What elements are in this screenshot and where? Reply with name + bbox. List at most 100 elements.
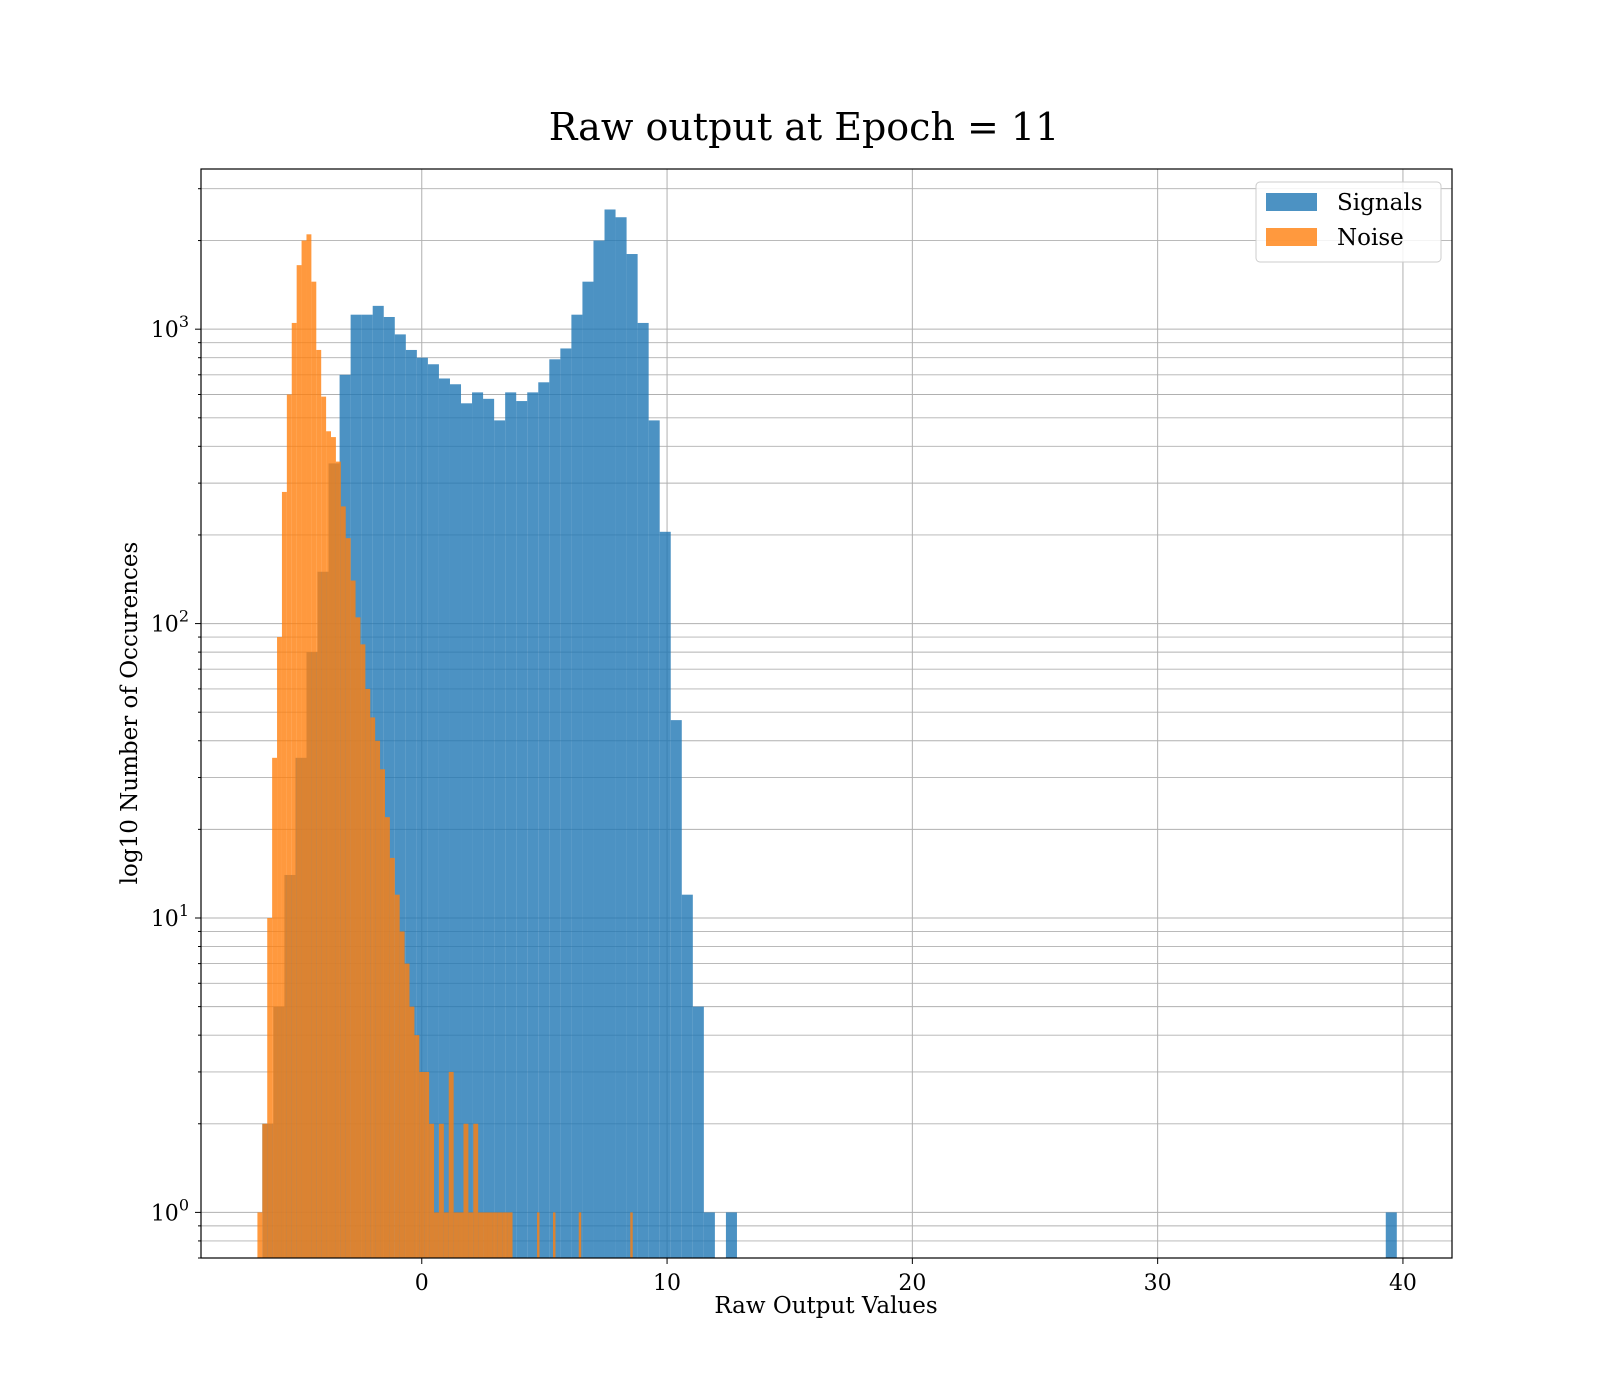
noise-bar xyxy=(291,322,297,1258)
noise-bar xyxy=(552,1212,556,1258)
noise-bar xyxy=(448,1071,454,1258)
noise-bar xyxy=(492,1212,498,1258)
legend-swatch-noise xyxy=(1266,228,1317,246)
x-axis-label: Raw Output Values xyxy=(714,1293,937,1319)
noise-bar xyxy=(286,394,292,1258)
noise-bar xyxy=(473,1123,479,1258)
noise-bar xyxy=(399,931,405,1258)
y-axis-label: log10 Number of Occurences xyxy=(117,542,143,885)
noise-bar xyxy=(262,1123,268,1258)
noise-bar xyxy=(296,265,302,1258)
bars xyxy=(257,209,1397,1259)
noise-bar xyxy=(409,1006,415,1258)
y-tick-label: 101 xyxy=(151,901,189,932)
signal-bar xyxy=(527,392,539,1258)
x-tick-label: 20 xyxy=(898,1271,926,1296)
signal-bar xyxy=(593,240,605,1258)
noise-bar xyxy=(257,1212,263,1258)
signal-bar xyxy=(703,1212,715,1258)
noise-bar xyxy=(630,1212,633,1258)
noise-bar xyxy=(355,617,361,1258)
signal-bar xyxy=(516,401,528,1258)
signal-bar xyxy=(483,398,495,1259)
signal-bar xyxy=(472,392,484,1258)
noise-bar xyxy=(487,1212,493,1258)
signal-bar xyxy=(449,384,462,1258)
signal-bar xyxy=(681,894,693,1258)
noise-bar xyxy=(468,1212,474,1258)
signal-bar xyxy=(383,316,395,1258)
noise-bar xyxy=(502,1212,508,1258)
signal-bar xyxy=(604,209,616,1259)
noise-bar xyxy=(301,240,307,1258)
signal-bar xyxy=(582,281,594,1258)
x-axis: 0 10 20 30 40 xyxy=(415,1258,1417,1296)
noise-bar xyxy=(453,1212,459,1258)
signal-bar xyxy=(615,217,627,1258)
noise-bar xyxy=(394,894,400,1258)
y-tick-label: 102 xyxy=(151,607,189,638)
signal-bar xyxy=(560,348,572,1258)
noise-bar xyxy=(360,644,366,1258)
noise-bar xyxy=(419,1071,425,1258)
signal-bar xyxy=(692,1006,704,1258)
y-axis: 100 101 102 103 xyxy=(151,188,201,1259)
signal-bar xyxy=(626,254,638,1259)
noise-bar xyxy=(311,281,317,1258)
noise-bar xyxy=(340,506,346,1259)
noise-bar xyxy=(321,396,327,1258)
noise-bar xyxy=(458,1212,464,1258)
legend: Signals Noise xyxy=(1255,181,1442,263)
signal-bar xyxy=(725,1212,737,1258)
noise-bar xyxy=(483,1212,488,1258)
signal-bar xyxy=(571,314,583,1258)
noise-bar xyxy=(380,769,385,1258)
x-tick-label: 0 xyxy=(415,1271,429,1296)
signal-bar xyxy=(427,364,439,1259)
signal-bar xyxy=(461,403,473,1258)
signal-bar xyxy=(438,378,450,1258)
x-tick-label: 40 xyxy=(1389,1271,1417,1296)
y-tick-label: 103 xyxy=(151,312,189,343)
legend-swatch-signals xyxy=(1266,193,1317,211)
noise-bar xyxy=(331,437,336,1258)
noise-bar xyxy=(424,1071,430,1258)
noise-bar xyxy=(272,757,278,1258)
noise-bar xyxy=(281,491,287,1258)
noise-bar xyxy=(434,1212,439,1258)
noise-bar xyxy=(389,857,395,1258)
noise-bar xyxy=(404,963,410,1258)
noise-bar xyxy=(443,1212,449,1258)
noise-bar xyxy=(335,461,341,1258)
noise-bar xyxy=(326,431,332,1259)
noise-bar xyxy=(370,717,376,1258)
noise-bar xyxy=(429,1123,435,1258)
signal-bar xyxy=(648,420,660,1258)
signal-bar xyxy=(670,720,682,1258)
plot-frame xyxy=(200,168,1453,1259)
noise-bar xyxy=(478,1212,484,1258)
noise-bar xyxy=(365,688,371,1258)
noise-bar xyxy=(316,349,322,1259)
signal-bar xyxy=(549,359,561,1258)
x-tick-label: 10 xyxy=(653,1271,681,1296)
chart-title: Raw output at Epoch = 11 xyxy=(549,105,1060,149)
noise-bar xyxy=(463,1123,469,1258)
noise-bar xyxy=(345,538,351,1258)
signal-bar xyxy=(505,392,517,1258)
noise-bar xyxy=(507,1212,513,1258)
signal-bar xyxy=(538,382,550,1258)
noise-bar xyxy=(267,917,273,1258)
signal-bar xyxy=(394,334,406,1259)
noise-bar xyxy=(438,1123,444,1258)
x-tick-label: 30 xyxy=(1144,1271,1172,1296)
noise-bar xyxy=(414,1035,420,1258)
signal-bar xyxy=(637,322,649,1258)
legend-label-noise: Noise xyxy=(1337,225,1404,251)
signal-bar xyxy=(416,357,428,1258)
noise-bar xyxy=(578,1212,582,1258)
signal-bar xyxy=(1385,1212,1397,1258)
noise-bar xyxy=(497,1212,503,1258)
noise-bar xyxy=(306,234,312,1258)
